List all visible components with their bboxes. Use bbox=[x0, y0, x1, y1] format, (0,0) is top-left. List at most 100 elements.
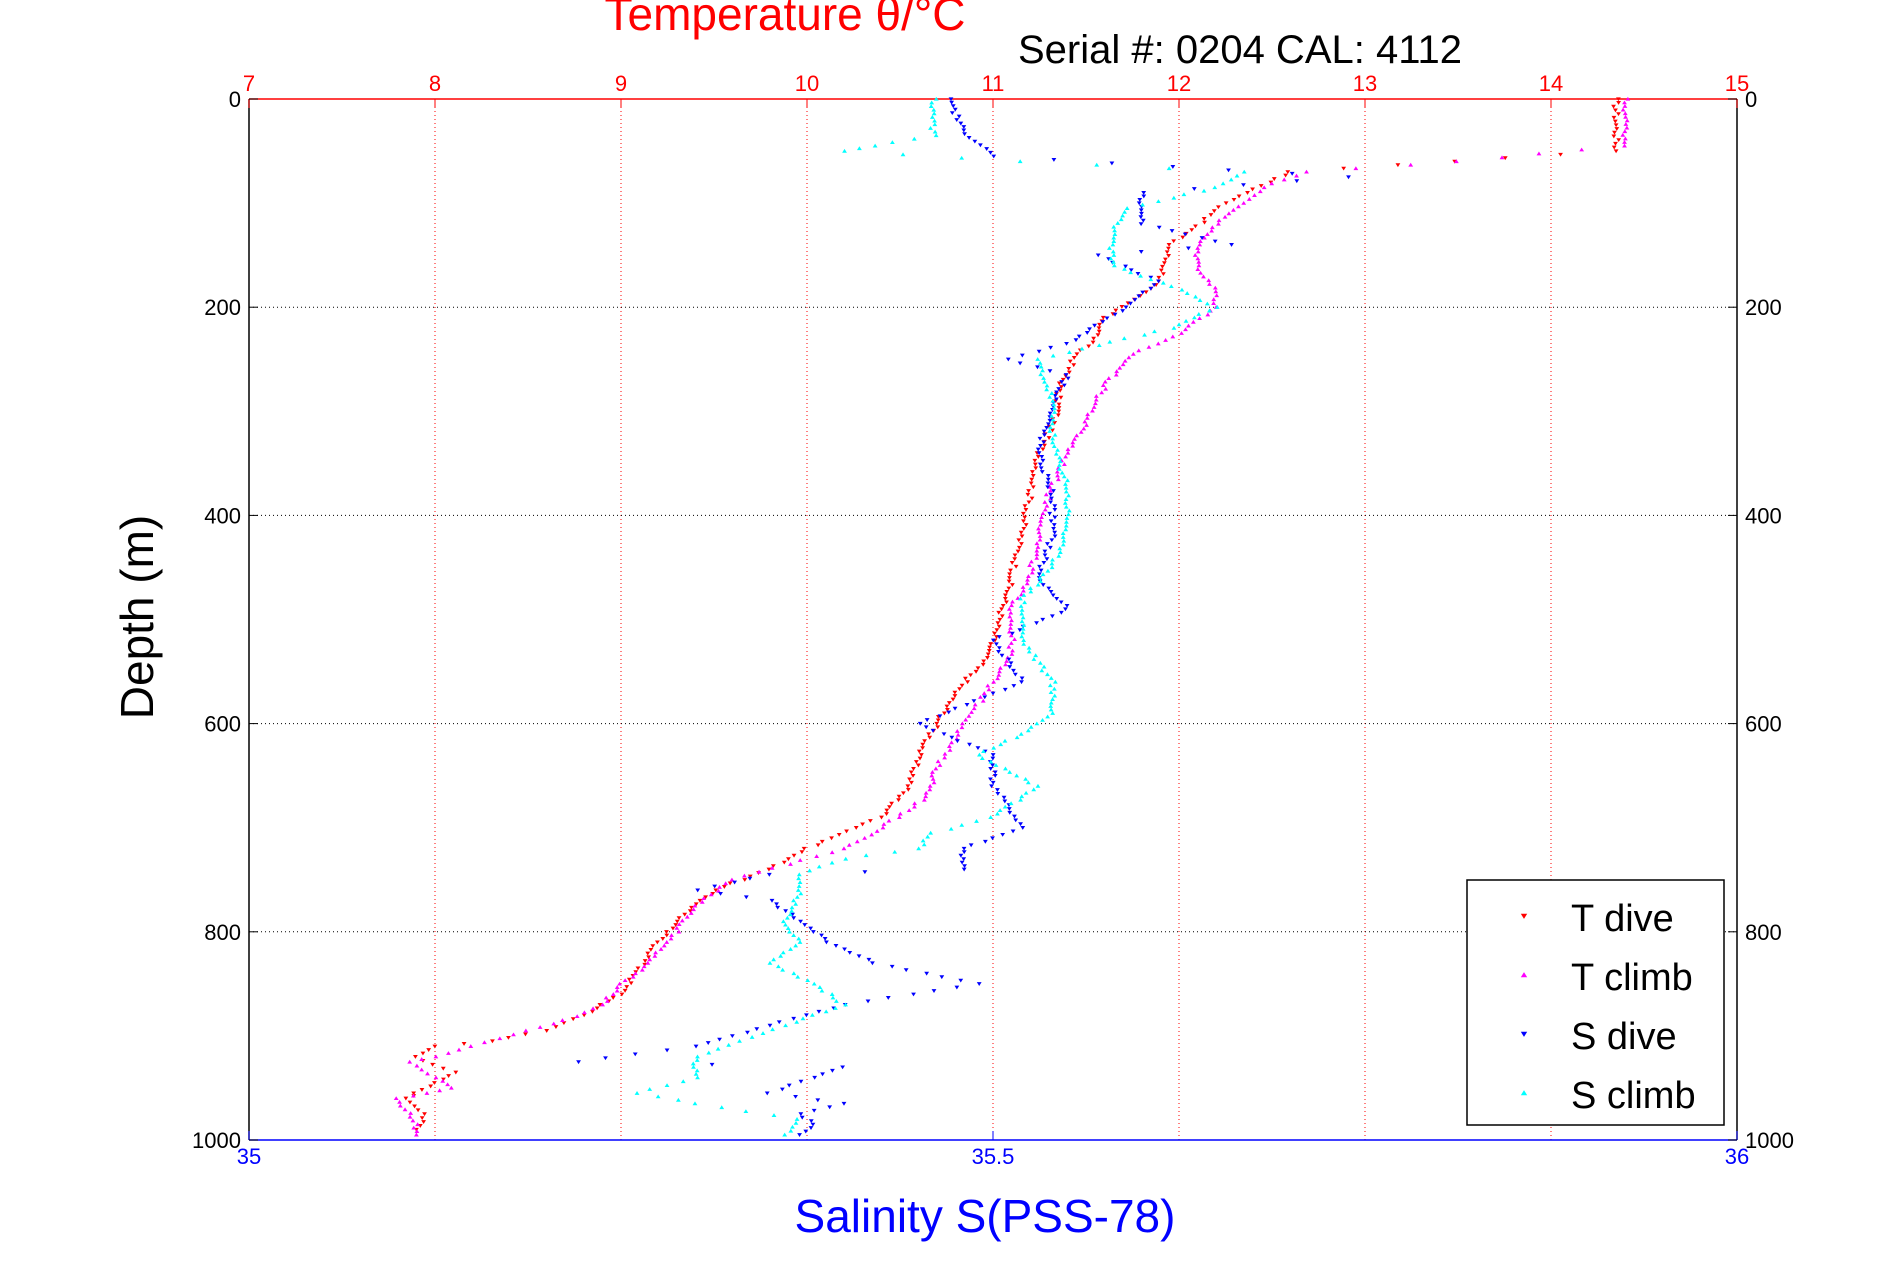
point-0-161 bbox=[959, 683, 965, 688]
point-3-109 bbox=[1063, 489, 1069, 494]
point-1-86 bbox=[1090, 408, 1095, 413]
point-3-225 bbox=[787, 912, 793, 917]
point-1-122 bbox=[1034, 541, 1040, 546]
point-0-6 bbox=[1612, 119, 1618, 124]
point-0-236 bbox=[650, 944, 656, 949]
point-1-5 bbox=[1623, 114, 1628, 119]
point-0-252 bbox=[597, 1002, 603, 1007]
point-1-180 bbox=[942, 755, 948, 760]
point-2-108 bbox=[1051, 489, 1056, 493]
point-3-123 bbox=[1060, 542, 1066, 547]
point-2-74 bbox=[1035, 365, 1040, 370]
point-0-183 bbox=[913, 760, 919, 764]
point-3-153 bbox=[1033, 653, 1039, 658]
point-0-178 bbox=[920, 742, 926, 747]
point-3-165 bbox=[1050, 697, 1055, 701]
point-3-21 bbox=[1241, 169, 1247, 174]
point-0-115 bbox=[1021, 519, 1026, 524]
point-2-257 bbox=[767, 1023, 773, 1028]
point-0-238 bbox=[645, 951, 651, 956]
point-1-207 bbox=[829, 850, 835, 855]
point-2-110 bbox=[1049, 496, 1054, 501]
right-tick-label-1: 200 bbox=[1745, 295, 1782, 320]
point-3-4 bbox=[931, 111, 937, 116]
point-3-242 bbox=[791, 971, 797, 976]
point-2-225 bbox=[790, 912, 795, 917]
point-0-58 bbox=[1113, 308, 1119, 313]
point-1-278 bbox=[397, 1103, 403, 1108]
point-0-109 bbox=[1029, 496, 1035, 501]
point-0-86 bbox=[1056, 409, 1062, 414]
point-1-202 bbox=[869, 832, 875, 837]
point-1-34 bbox=[1216, 221, 1221, 226]
point-2-277 bbox=[793, 1094, 798, 1099]
point-1-112 bbox=[1044, 503, 1050, 508]
point-3-178 bbox=[998, 742, 1004, 747]
point-3-173 bbox=[1028, 724, 1034, 729]
point-3-86 bbox=[1051, 402, 1057, 407]
point-0-276 bbox=[419, 1088, 425, 1092]
point-2-64 bbox=[1087, 327, 1092, 332]
point-1-74 bbox=[1117, 365, 1123, 370]
right-tick-label-5: 1000 bbox=[1745, 1128, 1794, 1153]
chart-title: Temperature θ/°C bbox=[605, 0, 966, 40]
top-tick-label-1: 8 bbox=[429, 71, 441, 96]
point-0-228 bbox=[676, 916, 682, 921]
point-0-154 bbox=[981, 659, 987, 664]
point-3-12 bbox=[889, 140, 895, 145]
point-3-262 bbox=[726, 1042, 732, 1047]
point-3-140 bbox=[1018, 604, 1024, 608]
left-tick-label-5: 1000 bbox=[192, 1128, 241, 1153]
point-0-246 bbox=[628, 981, 634, 986]
top-tick-label-2: 9 bbox=[615, 71, 627, 96]
point-0-205 bbox=[829, 836, 834, 841]
point-3-37 bbox=[1112, 228, 1117, 233]
point-3-168 bbox=[1048, 707, 1054, 712]
legend-marker-2 bbox=[1520, 1031, 1528, 1037]
point-0-232 bbox=[664, 930, 669, 934]
point-1-163 bbox=[981, 691, 987, 695]
point-2-139 bbox=[1064, 603, 1070, 608]
point-1-125 bbox=[1034, 552, 1040, 557]
point-0-16 bbox=[1502, 156, 1508, 161]
point-3-122 bbox=[1061, 538, 1067, 543]
point-0-225 bbox=[689, 905, 694, 910]
point-3-27 bbox=[1181, 192, 1187, 197]
point-1-236 bbox=[647, 957, 653, 962]
point-1-147 bbox=[1008, 633, 1014, 638]
point-2-135 bbox=[1048, 590, 1054, 594]
point-0-122 bbox=[1016, 545, 1022, 550]
point-0-267 bbox=[413, 1055, 418, 1059]
point-1-116 bbox=[1038, 518, 1043, 523]
point-2-128 bbox=[1037, 564, 1042, 569]
point-1-187 bbox=[931, 780, 937, 785]
point-3-130 bbox=[1045, 568, 1051, 573]
point-3-176 bbox=[1014, 735, 1020, 740]
point-1-233 bbox=[658, 946, 664, 951]
point-1-111 bbox=[1042, 499, 1048, 504]
point-2-140 bbox=[1063, 607, 1068, 612]
point-3-246 bbox=[817, 985, 823, 989]
point-1-150 bbox=[1006, 644, 1012, 649]
point-1-178 bbox=[947, 747, 953, 752]
point-1-22 bbox=[1281, 177, 1287, 182]
point-0-62 bbox=[1097, 322, 1102, 327]
point-1-253 bbox=[560, 1018, 565, 1022]
point-1-168 bbox=[969, 710, 974, 714]
point-2-5 bbox=[956, 114, 962, 119]
point-3-36 bbox=[1111, 224, 1117, 229]
point-0-279 bbox=[403, 1096, 409, 1101]
point-3-214 bbox=[796, 872, 802, 877]
point-0-123 bbox=[1015, 549, 1021, 554]
point-0-33 bbox=[1201, 217, 1207, 221]
point-1-259 bbox=[482, 1040, 487, 1045]
point-2-155 bbox=[1008, 661, 1014, 666]
point-3-147 bbox=[1020, 630, 1026, 635]
point-3-210 bbox=[843, 856, 849, 861]
point-3-174 bbox=[1025, 728, 1031, 733]
point-1-242 bbox=[622, 978, 628, 983]
point-1-138 bbox=[1010, 599, 1015, 604]
point-1-156 bbox=[998, 665, 1003, 670]
point-3-47 bbox=[1111, 263, 1117, 268]
point-2-94 bbox=[1037, 436, 1043, 441]
